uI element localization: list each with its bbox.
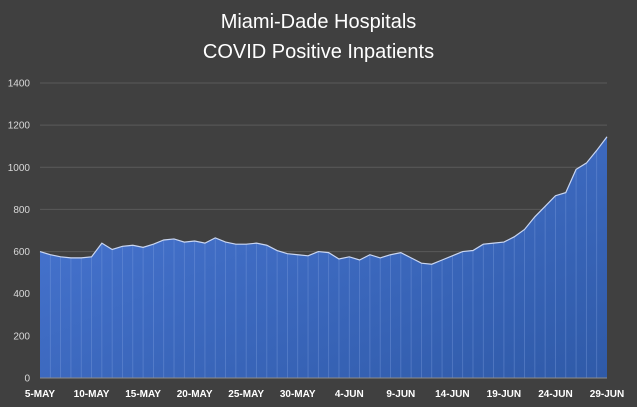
x-tick-label: 15-MAY (125, 389, 161, 400)
x-tick-label: 29-JUN (590, 389, 624, 400)
x-tick-label: 30-MAY (280, 389, 316, 400)
series-line (39, 136, 608, 265)
x-tick-label: 10-MAY (74, 389, 110, 400)
x-tick-label: 9-JUN (386, 389, 415, 400)
y-tick-label: 800 (13, 205, 30, 216)
y-tick-label: 1200 (8, 121, 31, 132)
y-tick-label: 600 (13, 247, 30, 258)
x-tick-label: 24-JUN (538, 389, 572, 400)
x-tick-label: 5-MAY (25, 389, 56, 400)
chart-subtitle: COVID Positive Inpatients (202, 41, 435, 63)
area-series (39, 136, 608, 378)
area-fill (40, 136, 607, 378)
x-tick-label: 4-JUN (335, 389, 364, 400)
x-axis: 5-MAY 10-MAY 15-MAY 20-MAY 25-MAY 30-MAY 4-JUN… (25, 377, 624, 400)
y-tick-label: 400 (13, 289, 30, 300)
y-tick-label: 0 (24, 374, 30, 385)
y-axis: 0 200 400 600 800 1000 1200 1400 (8, 79, 31, 385)
chart-title: Miami-Dade Hospitals (220, 11, 417, 33)
y-tick-label: 200 (13, 331, 30, 342)
y-tick-label: 1000 (8, 163, 31, 174)
x-tick-label: 20-MAY (177, 389, 213, 400)
y-tick-label: 1400 (8, 79, 31, 90)
x-tick-label: 25-MAY (228, 389, 264, 400)
x-tick-label: 14-JUN (435, 389, 469, 400)
x-tick-label: 19-JUN (487, 389, 521, 400)
